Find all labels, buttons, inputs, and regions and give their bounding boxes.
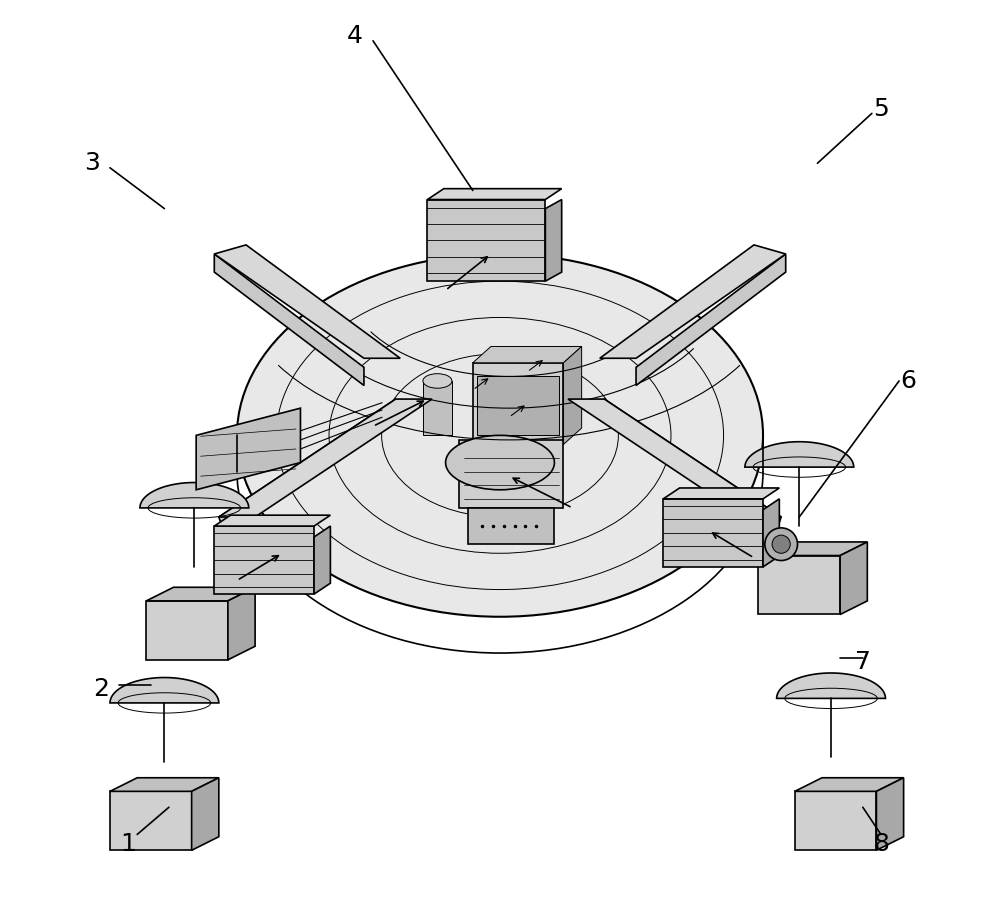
Text: 7: 7 [855, 650, 871, 674]
Text: 8: 8 [873, 832, 889, 855]
Polygon shape [110, 777, 219, 791]
Bar [477, 376, 559, 435]
Ellipse shape [446, 435, 554, 490]
Polygon shape [758, 555, 840, 615]
Polygon shape [192, 777, 219, 851]
Polygon shape [214, 254, 364, 385]
Polygon shape [314, 526, 330, 594]
Polygon shape [140, 483, 249, 508]
Polygon shape [663, 488, 779, 499]
Text: 1: 1 [120, 832, 136, 855]
Ellipse shape [765, 528, 797, 561]
Polygon shape [219, 399, 400, 531]
Polygon shape [795, 777, 904, 791]
Polygon shape [427, 189, 562, 200]
Text: 3: 3 [84, 151, 100, 175]
Polygon shape [228, 588, 255, 660]
Polygon shape [777, 673, 885, 698]
Polygon shape [146, 600, 228, 660]
Bar [468, 508, 554, 544]
Polygon shape [196, 408, 300, 490]
Bar [473, 363, 563, 444]
Polygon shape [840, 541, 867, 615]
Polygon shape [600, 399, 781, 531]
Polygon shape [563, 346, 582, 444]
Ellipse shape [772, 535, 790, 553]
Polygon shape [600, 245, 786, 358]
Polygon shape [745, 442, 854, 467]
Polygon shape [473, 346, 582, 363]
Polygon shape [110, 678, 219, 703]
Polygon shape [214, 526, 314, 594]
Text: 2: 2 [93, 678, 109, 701]
Polygon shape [876, 777, 904, 851]
Polygon shape [427, 200, 545, 281]
Polygon shape [146, 588, 255, 600]
Polygon shape [763, 499, 779, 567]
Polygon shape [545, 200, 562, 281]
Text: 5: 5 [873, 97, 889, 121]
Bar [459, 440, 563, 508]
Ellipse shape [237, 254, 763, 617]
Polygon shape [758, 541, 867, 555]
Polygon shape [219, 399, 432, 517]
Polygon shape [214, 245, 400, 358]
Text: 4: 4 [347, 24, 363, 48]
Polygon shape [636, 254, 786, 385]
Polygon shape [568, 399, 781, 517]
Polygon shape [795, 791, 876, 851]
Ellipse shape [423, 374, 452, 388]
Polygon shape [214, 515, 330, 526]
Text: 6: 6 [900, 369, 916, 393]
Polygon shape [110, 791, 192, 851]
Bar [423, 381, 452, 435]
Polygon shape [663, 499, 763, 567]
